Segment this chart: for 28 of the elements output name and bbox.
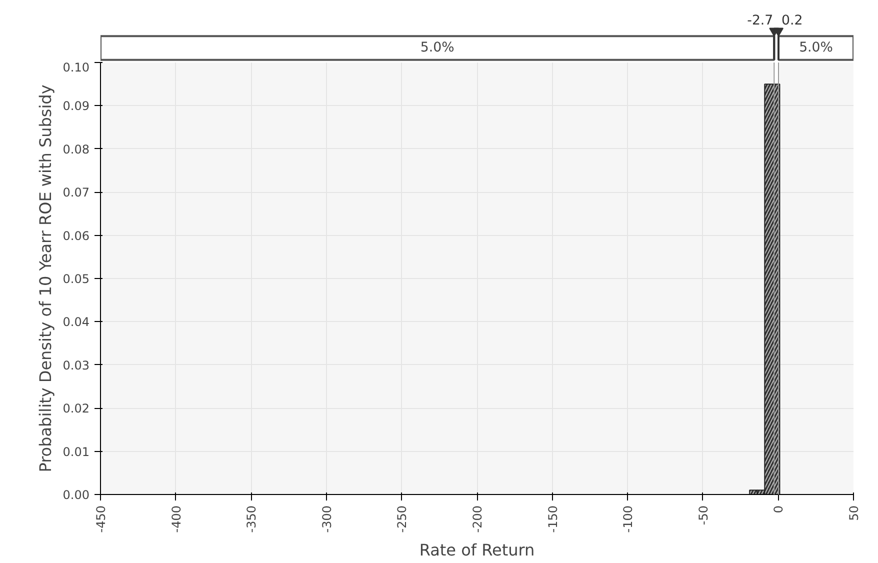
x-tick-label: -200 [470, 506, 484, 533]
x-tick-label: -100 [621, 506, 636, 533]
y-tick-label: 0.07 [62, 186, 90, 200]
x-tick-label: -150 [546, 506, 560, 533]
ref-line-label: -2.7 [747, 13, 774, 28]
y-tick-label: 0.03 [62, 358, 90, 372]
ref-line-label: 0.2 [782, 13, 803, 28]
y-tick-label: 0.06 [62, 228, 90, 243]
x-axis-title: Rate of Return [419, 540, 535, 560]
x-tick-label: 50 [847, 505, 861, 521]
x-tick-label: -400 [169, 506, 184, 533]
x-tick-label: -300 [320, 506, 334, 533]
y-tick-label: 0.08 [62, 142, 90, 156]
y-axis-title: Probability Density of 10 Yearr ROE with Subsidy [36, 84, 55, 472]
y-tick-label: 0.04 [62, 315, 90, 330]
x-tick-label: 0 [772, 505, 786, 514]
y-tick-label: 0.09 [62, 99, 90, 114]
y-tick-label: 0.02 [62, 402, 90, 416]
y-tick-label: 0.05 [62, 272, 90, 286]
band-label: 5.0% [799, 40, 833, 56]
y-tick-label: 0.01 [62, 444, 90, 459]
x-tick-label: -450 [94, 506, 108, 533]
x-tick-label: -250 [395, 506, 410, 533]
band-label: 5.0% [420, 40, 454, 56]
y-tick-label: 0.00 [62, 488, 90, 502]
x-tick-label: -350 [244, 506, 259, 533]
x-tick-label: -50 [696, 505, 710, 526]
y-tick-label: 0.10 [62, 60, 90, 74]
